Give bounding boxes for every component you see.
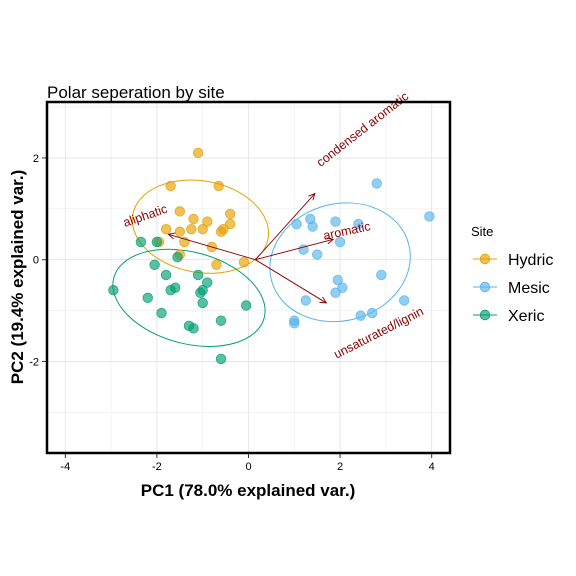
data-point-mesic <box>330 287 341 298</box>
data-point-hydric <box>213 180 224 192</box>
data-point-xeric <box>241 300 252 311</box>
y-axis-title: PC2 (19.4% explained var.) <box>8 170 27 385</box>
data-point-xeric <box>142 292 153 304</box>
legend-key-point-mesic <box>479 281 491 293</box>
data-point-hydric <box>188 213 199 225</box>
x-tick-label: -2 <box>152 461 162 473</box>
confidence-ellipse-mesic <box>269 202 411 323</box>
data-point-mesic <box>300 295 311 306</box>
x-tick-label: 4 <box>429 461 435 473</box>
data-point-mesic <box>376 269 387 281</box>
x-tick-label: 0 <box>245 461 251 473</box>
y-tick-label: 2 <box>33 153 39 165</box>
data-point-xeric <box>172 251 183 263</box>
data-point-hydric <box>174 206 186 217</box>
legend: Site Hydric Mesic Xeric <box>471 224 553 325</box>
data-point-xeric <box>160 269 172 281</box>
data-point-hydric <box>202 216 213 227</box>
legend-label-mesic: Mesic <box>508 280 550 297</box>
data-point-hydric <box>160 223 172 235</box>
loading-arrow-condensed-aromatic <box>255 193 316 260</box>
loading-arrowhead-aromatic <box>326 237 335 245</box>
legend-label-xeric: Xeric <box>508 308 544 325</box>
legend-title: Site <box>471 224 493 239</box>
loading-arrowhead-condensed-aromatic <box>308 192 316 201</box>
loading-arrowhead-aliphatic <box>167 232 176 240</box>
loading-arrow-unsaturated-lignin <box>255 259 327 304</box>
data-point-mesic <box>399 295 410 306</box>
data-point-hydric <box>174 226 186 237</box>
data-point-hydric <box>186 223 197 235</box>
data-point-mesic <box>366 307 378 319</box>
data-point-xeric <box>151 236 163 248</box>
data-point-hydric <box>197 223 208 235</box>
y-tick-label: 0 <box>33 255 39 267</box>
data-point-xeric <box>197 297 208 309</box>
data-point-hydric <box>215 226 227 237</box>
data-point-hydric <box>192 147 204 159</box>
data-point-mesic <box>332 274 344 286</box>
data-point-mesic <box>330 216 341 227</box>
data-point-mesic <box>355 310 366 321</box>
loading-arrow-aromatic <box>255 238 334 261</box>
data-point-xeric <box>135 236 147 248</box>
data-point-hydric <box>165 180 176 192</box>
legend-label-hydric: Hydric <box>508 252 553 269</box>
data-point-xeric <box>149 259 160 270</box>
data-point-mesic <box>337 282 348 293</box>
data-point-mesic <box>371 178 382 189</box>
data-point-hydric <box>224 208 236 220</box>
data-point-xeric <box>195 287 206 298</box>
x-axis-title: PC1 (78.0% explained var.) <box>141 481 356 500</box>
data-point-mesic <box>289 318 300 329</box>
data-point-mesic <box>311 249 323 260</box>
data-point-xeric <box>108 285 119 296</box>
data-point-hydric <box>211 259 222 270</box>
data-point-hydric <box>224 218 236 230</box>
panel-border <box>45 100 452 455</box>
legend-key-point-xeric <box>479 309 491 321</box>
data-point-xeric <box>215 353 227 365</box>
data-point-mesic <box>334 236 346 248</box>
x-tick-label: 2 <box>337 461 343 473</box>
data-point-xeric <box>215 315 227 326</box>
data-point-xeric <box>188 323 199 334</box>
data-point-xeric <box>156 307 167 319</box>
data-point-mesic <box>298 244 309 255</box>
loading-arrowhead-unsaturated-lignin <box>319 296 328 304</box>
confidence-ellipse-hydric <box>131 179 270 274</box>
loading-arrow-aliphatic <box>168 233 256 261</box>
data-point-mesic <box>307 221 318 232</box>
chart-title: Polar seperation by site <box>47 83 225 102</box>
legend-key-point-hydric <box>479 253 491 265</box>
data-point-mesic <box>424 211 435 222</box>
data-point-xeric <box>165 285 176 296</box>
confidence-ellipse-xeric <box>112 248 266 347</box>
data-point-hydric <box>238 257 250 268</box>
y-tick-label: -2 <box>29 356 39 368</box>
data-point-xeric <box>192 269 204 281</box>
x-tick-label: -4 <box>60 461 70 473</box>
data-point-xeric <box>202 277 213 288</box>
data-point-mesic <box>353 218 364 230</box>
data-point-mesic <box>291 218 302 230</box>
